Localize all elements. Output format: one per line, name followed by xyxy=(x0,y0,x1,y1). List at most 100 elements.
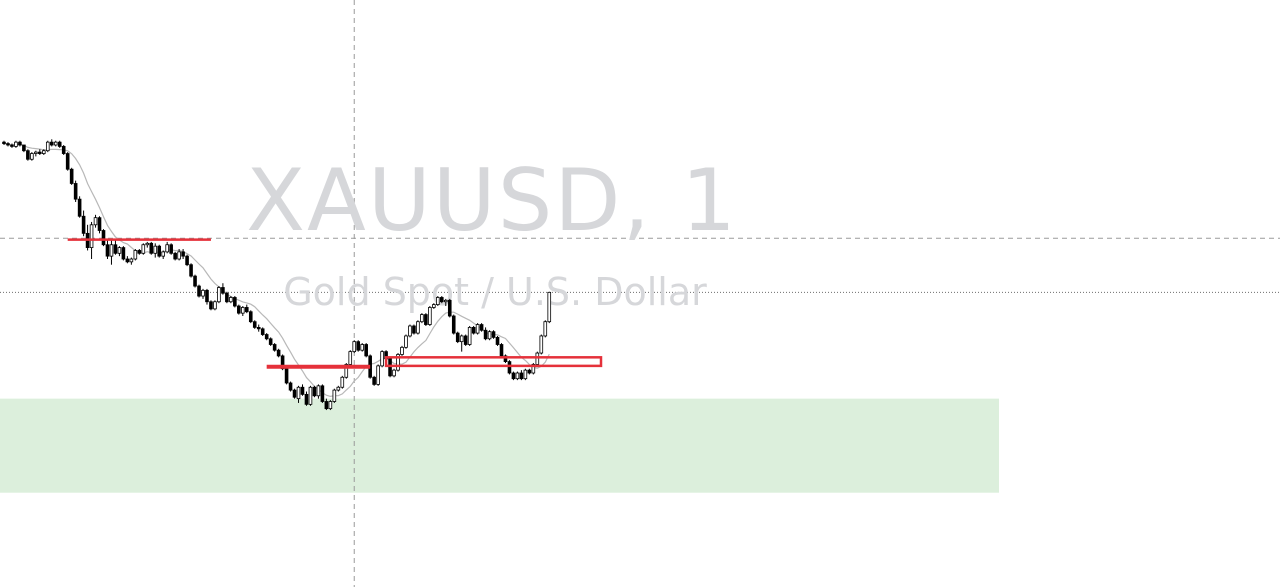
candle xyxy=(165,241,169,254)
candle-body xyxy=(101,230,106,246)
candle-body xyxy=(539,335,544,354)
candle xyxy=(252,320,257,329)
candle-body xyxy=(459,335,464,343)
candle-body xyxy=(491,331,496,338)
candle-body xyxy=(201,289,205,297)
candle xyxy=(467,325,472,346)
candle xyxy=(515,371,520,381)
candle xyxy=(328,400,333,411)
candle-body xyxy=(332,389,337,402)
candle-body xyxy=(439,297,444,303)
candle xyxy=(320,384,325,403)
candle-body xyxy=(260,328,265,335)
candle-body xyxy=(193,275,197,287)
candle-body xyxy=(348,351,353,365)
candle-body xyxy=(356,341,361,351)
candle-body xyxy=(451,315,456,334)
candle-body xyxy=(443,299,448,303)
candle xyxy=(300,384,305,396)
level-box xyxy=(384,356,603,368)
candle xyxy=(304,391,309,406)
candle xyxy=(408,324,412,338)
candle-body xyxy=(499,344,504,357)
candle-body xyxy=(519,372,524,380)
candle xyxy=(185,254,189,267)
candle xyxy=(2,140,6,145)
candle xyxy=(519,370,524,381)
candle-body xyxy=(177,251,181,260)
candle-body xyxy=(424,314,428,325)
candle-body xyxy=(531,364,536,374)
candle xyxy=(30,152,34,161)
candle xyxy=(424,313,428,326)
candle xyxy=(18,140,22,147)
candle-body xyxy=(6,143,10,146)
candle xyxy=(284,367,289,385)
candle-body xyxy=(93,217,98,226)
candle-body xyxy=(396,354,400,371)
candle xyxy=(169,243,173,255)
candle xyxy=(288,381,293,392)
candle xyxy=(213,300,217,311)
candle-body xyxy=(284,368,289,384)
candle-body xyxy=(10,144,14,147)
candle xyxy=(543,320,548,338)
candle xyxy=(475,323,480,335)
moving-average-layer xyxy=(3,143,550,398)
candle-body xyxy=(412,325,416,334)
candle-body xyxy=(53,141,58,146)
candle-body xyxy=(296,386,301,400)
candle-body xyxy=(117,247,122,254)
candle-body xyxy=(109,244,114,257)
candle xyxy=(388,357,392,378)
candle xyxy=(225,291,229,304)
candle-body xyxy=(42,150,46,154)
candle xyxy=(535,351,540,366)
candle xyxy=(149,241,154,255)
candle xyxy=(133,249,138,261)
candle xyxy=(69,167,74,185)
candle xyxy=(404,334,408,349)
candle-body xyxy=(113,244,118,254)
candle-body xyxy=(304,393,309,405)
candle-body xyxy=(161,251,166,257)
candle-body xyxy=(77,198,82,217)
candle xyxy=(336,385,341,392)
candle-body xyxy=(133,250,138,260)
candle xyxy=(380,350,384,368)
candle-body xyxy=(248,311,253,323)
candle xyxy=(177,249,181,261)
candle-body xyxy=(2,141,6,144)
candle-body xyxy=(26,150,30,160)
candle-body xyxy=(105,244,110,257)
candle-body xyxy=(511,372,516,380)
candle-body xyxy=(467,326,472,345)
candle-body xyxy=(157,245,162,257)
candle xyxy=(260,327,265,336)
watermark: XAUUSD, 1 Gold Spot / U.S. Dollar xyxy=(246,151,736,314)
candle-body xyxy=(121,247,126,260)
candle-body xyxy=(272,344,277,351)
candle xyxy=(189,263,193,278)
candle-body xyxy=(89,224,94,249)
candle-body xyxy=(252,321,257,328)
candle xyxy=(276,348,281,358)
candle xyxy=(101,229,106,247)
candle-body xyxy=(447,299,452,317)
candle-body xyxy=(233,297,237,307)
candle xyxy=(229,296,233,304)
candle-body xyxy=(45,141,50,152)
candle xyxy=(197,284,201,298)
candle xyxy=(428,306,432,326)
candle xyxy=(173,251,177,261)
candle xyxy=(61,145,66,155)
candle-body xyxy=(328,401,333,410)
candle-body xyxy=(487,331,492,340)
candle xyxy=(240,306,245,316)
candle xyxy=(233,296,237,308)
candle-body xyxy=(507,361,512,374)
candle-body xyxy=(14,141,18,147)
candle xyxy=(372,375,376,386)
candle-body xyxy=(276,349,281,357)
